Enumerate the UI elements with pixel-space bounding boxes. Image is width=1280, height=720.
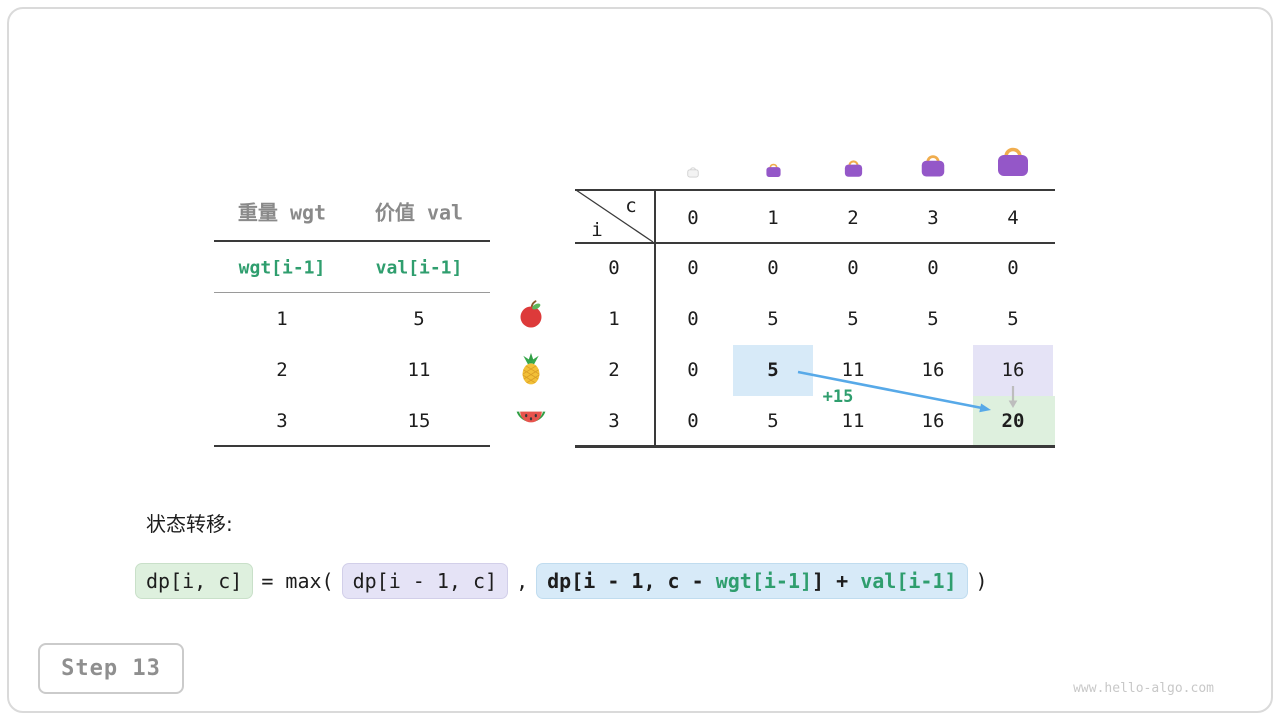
transition-formula: dp[i, c] = max( dp[i - 1, c] , dp[i - 1,…: [135, 563, 988, 599]
dp-row-label-2: 2: [608, 359, 620, 381]
items-formula-wgt: wgt[i-1]: [238, 257, 326, 279]
formula-arg2-wgt: wgt[i-1]: [715, 569, 813, 593]
item-2-wgt: 2: [276, 359, 288, 381]
dp-corner-col-label: c: [625, 195, 637, 217]
figure-border: [7, 7, 1273, 713]
item-3-wgt: 3: [276, 410, 288, 432]
items-col-header-wgt: 重量 wgt: [237, 200, 327, 225]
bag-xlarge-icon: [993, 142, 1033, 178]
dp-corner-row-label: i: [591, 219, 603, 241]
step-label: Step 13: [61, 656, 161, 681]
items-header-divider: [214, 240, 490, 242]
dp-cell-2-1: 5: [767, 359, 779, 381]
dp-cell-1-1: 5: [767, 308, 779, 330]
item-1-val: 5: [413, 308, 425, 330]
formula-arg2-part-1: dp[i - 1, c -: [547, 569, 716, 593]
dp-cell-2-3: 16: [921, 359, 945, 381]
apple-icon: [516, 299, 546, 329]
dp-top-border: [575, 189, 1055, 191]
dp-cell-0-1: 0: [767, 257, 779, 279]
dp-col-header-4: 4: [1007, 207, 1019, 229]
dp-cell-2-4: 16: [1001, 359, 1025, 381]
dp-col-header-0: 0: [687, 207, 699, 229]
watermark: www.hello-algo.com: [1073, 681, 1214, 696]
formula-close-paren: ): [975, 569, 988, 593]
dp-cell-0-4: 0: [1007, 257, 1019, 279]
dp-cell-3-2: 11: [841, 410, 865, 432]
formula-operator: = max(: [261, 569, 334, 593]
formula-arg2-box: dp[i - 1, c - wgt[i-1]] + val[i-1]: [536, 563, 968, 599]
formula-arg2-part-3: ] +: [812, 569, 861, 593]
dp-cell-0-0: 0: [687, 257, 699, 279]
items-col-header-val: 价值 val: [374, 200, 464, 225]
item-1-wgt: 1: [276, 308, 288, 330]
step-indicator: Step 13: [38, 643, 184, 694]
items-formula-val: val[i-1]: [375, 257, 463, 279]
dp-cell-0-2: 0: [847, 257, 859, 279]
dp-rowlabel-divider: [654, 189, 656, 447]
watermelon-icon: [515, 408, 547, 428]
bag-medium-icon: [842, 157, 865, 178]
dp-cell-1-2: 5: [847, 308, 859, 330]
bag-outline-icon: [686, 165, 700, 178]
transition-title: 状态转移:: [146, 512, 233, 536]
dp-col-header-2: 2: [847, 207, 859, 229]
items-bottom-border: [214, 445, 490, 447]
dp-cell-3-1: 5: [767, 410, 779, 432]
arrow-add-label: +15: [822, 387, 854, 407]
formula-arg1-box: dp[i - 1, c]: [341, 563, 509, 599]
formula-arg2-val: val[i-1]: [860, 569, 957, 593]
dp-header-divider: [575, 242, 1055, 244]
dp-cell-2-0: 0: [687, 359, 699, 381]
dp-cell-1-0: 0: [687, 308, 699, 330]
items-formula-divider: [214, 292, 490, 293]
dp-cell-2-2: 11: [841, 359, 865, 381]
formula-lhs-box: dp[i, c]: [135, 563, 254, 599]
dp-bottom-border: [575, 445, 1055, 448]
dp-cell-3-4: 20: [1001, 410, 1025, 432]
item-2-val: 11: [407, 359, 431, 381]
dp-row-label-3: 3: [608, 410, 620, 432]
item-3-val: 15: [407, 410, 431, 432]
pineapple-icon: [517, 352, 545, 386]
dp-col-header-3: 3: [927, 207, 939, 229]
dp-cell-3-0: 0: [687, 410, 699, 432]
dp-cell-1-3: 5: [927, 308, 939, 330]
bag-small-icon: [764, 161, 783, 178]
dp-cell-3-3: 16: [921, 410, 945, 432]
dp-cell-0-3: 0: [927, 257, 939, 279]
dp-row-label-0: 0: [608, 257, 620, 279]
formula-comma: ,: [516, 569, 529, 593]
dp-cell-1-4: 5: [1007, 308, 1019, 330]
dp-col-header-1: 1: [767, 207, 779, 229]
dp-row-label-1: 1: [608, 308, 620, 330]
bag-large-icon: [918, 151, 948, 178]
